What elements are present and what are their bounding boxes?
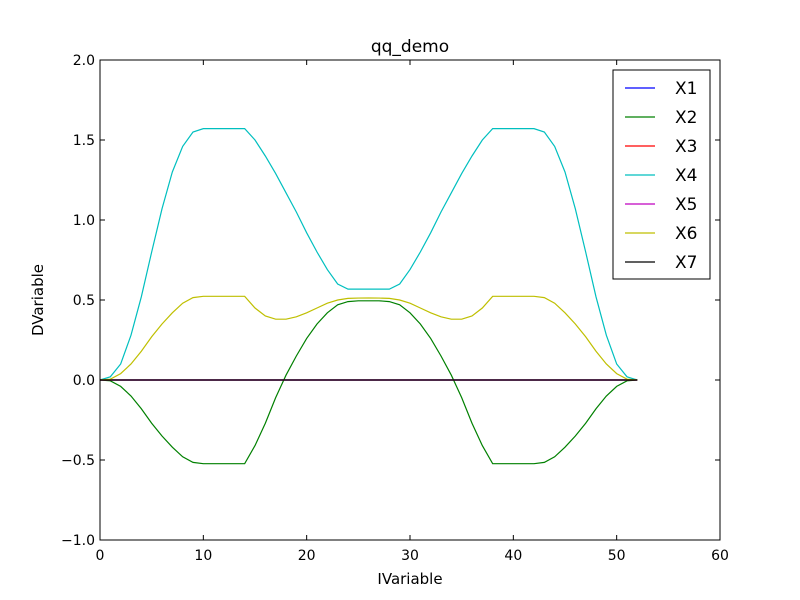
x-tick-label: 0 bbox=[96, 548, 105, 564]
y-tick-label: 0.5 bbox=[73, 293, 95, 309]
y-tick-label: −0.5 bbox=[61, 453, 95, 469]
legend-label-x5: X5 bbox=[675, 195, 697, 215]
y-tick-label: 0.0 bbox=[73, 373, 95, 389]
y-tick-label: 1.0 bbox=[73, 213, 95, 229]
series-line-x2 bbox=[99, 300, 638, 465]
x-axis-label: IVariable bbox=[377, 570, 442, 588]
ticks-layer: 0 10 20 30 40 50 60 −1.0 −0.5 0.0 0.5 1.0 1.5 2.0 bbox=[61, 53, 729, 564]
x-tick-label: 30 bbox=[401, 548, 419, 564]
y-tick-label: 1.5 bbox=[73, 133, 95, 149]
x-tick-label: 50 bbox=[608, 548, 626, 564]
x-tick-label: 40 bbox=[504, 548, 522, 564]
legend-label-x7: X7 bbox=[675, 253, 697, 273]
x-tick-label: 10 bbox=[194, 548, 212, 564]
y-axis-label: DVariable bbox=[29, 264, 47, 336]
y-tick-label: −1.0 bbox=[61, 533, 95, 549]
x-tick-label: 60 bbox=[711, 548, 729, 564]
series-line-x6 bbox=[99, 295, 638, 381]
series-layer bbox=[99, 128, 638, 465]
legend-label-x2: X2 bbox=[675, 108, 697, 128]
x-tick-label: 20 bbox=[298, 548, 316, 564]
series-line-x4 bbox=[99, 128, 638, 381]
legend-label-x4: X4 bbox=[675, 166, 697, 186]
y-tick-label: 2.0 bbox=[73, 53, 95, 69]
legend-label-x1: X1 bbox=[675, 79, 697, 99]
legend: X1 X2 X3 X4 X5 X6 X7 bbox=[612, 69, 711, 280]
legend-label-x6: X6 bbox=[675, 224, 697, 244]
legend-label-x3: X3 bbox=[675, 137, 697, 157]
chart-title: qq_demo bbox=[371, 37, 449, 57]
